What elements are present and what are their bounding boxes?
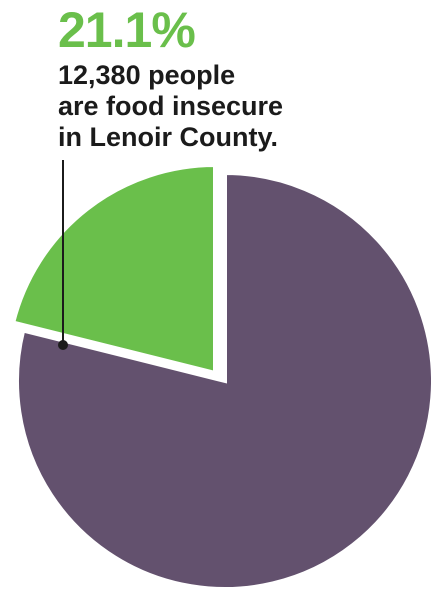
caption-line-1: 12,380 people [58, 60, 236, 90]
caption-line-3: in Lenoir County. [58, 122, 278, 152]
not-food-insecure-slice [15, 170, 431, 591]
food-insecure-percent: 21.1% [58, 2, 196, 58]
caption-line-2: are food insecure [58, 91, 284, 121]
food-insecure-caption: 12,380 people are food insecure in Lenoi… [58, 60, 398, 153]
callout-leader-dot [58, 340, 68, 350]
